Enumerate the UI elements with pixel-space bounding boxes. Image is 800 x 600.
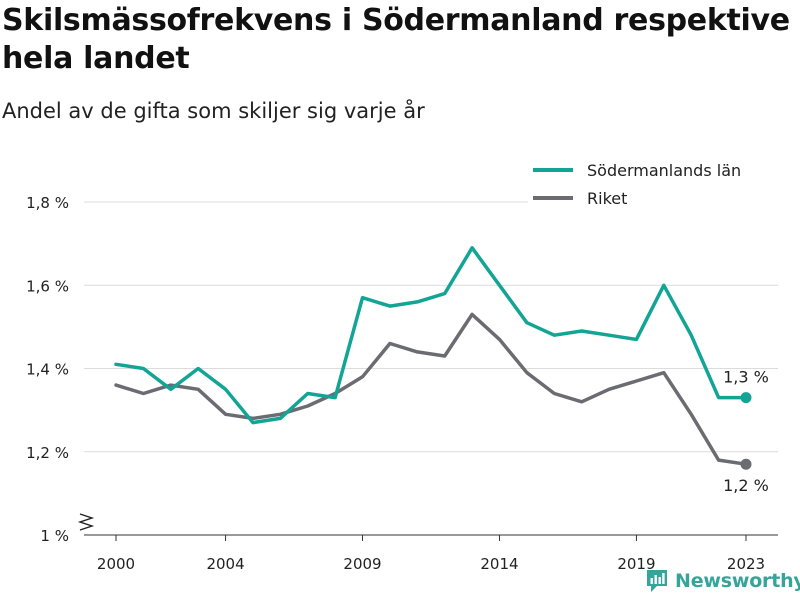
series-end-label: 1,2 % [723, 476, 769, 495]
x-tick-label: 2004 [206, 555, 244, 573]
brand-name: Newsworthy [675, 570, 800, 592]
legend-label: Södermanlands län [587, 161, 741, 180]
x-tick-label: 2014 [480, 555, 518, 573]
x-tick-label: 2009 [343, 555, 381, 573]
x-tick-label: 2000 [97, 555, 135, 573]
chart-title: Skilsmässofrekvens i Södermanland respek… [2, 3, 790, 76]
y-tick-label: 1 % [40, 527, 69, 545]
series-end-point [740, 392, 752, 404]
x-tick-label: 2019 [617, 555, 655, 573]
series-end-label: 1,3 % [723, 368, 769, 387]
y-tick-label: 1,8 % [26, 194, 69, 212]
axis-break-mark [77, 513, 95, 531]
y-tick-label: 1,2 % [26, 444, 69, 462]
series-line-sodermanland [114, 246, 748, 425]
legend-label: Riket [587, 189, 627, 208]
series-end-point [740, 458, 752, 470]
brand-logo: Newsworthy [645, 568, 800, 594]
chart-subtitle: Andel av de gifta som skiljer sig varje … [2, 99, 425, 123]
y-tick-label: 1,4 % [26, 361, 69, 379]
newsworthy-logo-icon [647, 570, 667, 592]
legend-box [528, 156, 790, 212]
series-line-riket [114, 312, 748, 466]
y-tick-label: 1,6 % [26, 277, 69, 295]
x-tick-label: 2023 [727, 555, 765, 573]
